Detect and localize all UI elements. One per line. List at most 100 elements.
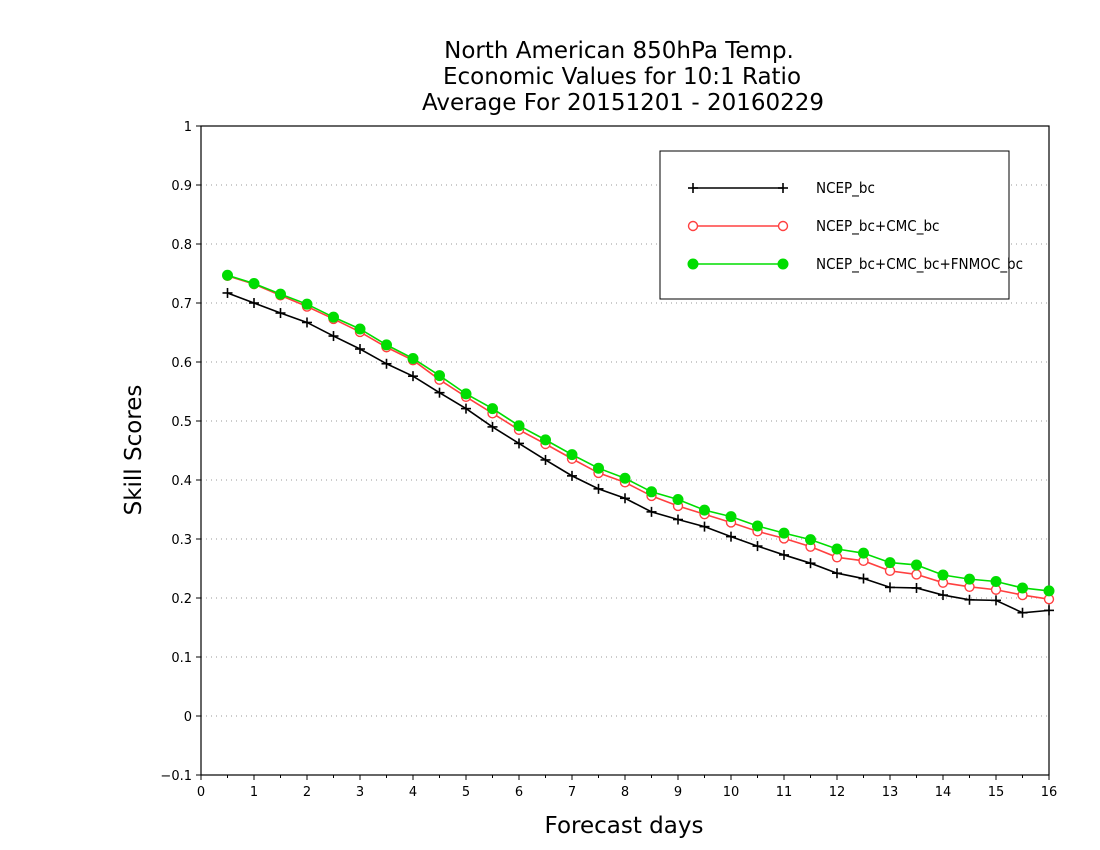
point-2-12 bbox=[540, 434, 551, 446]
point-0-27 bbox=[938, 590, 948, 601]
point-2-14 bbox=[593, 462, 604, 474]
point-2-26 bbox=[911, 559, 922, 571]
x-tick-label-3: 3 bbox=[356, 785, 364, 800]
chart-title: North American 850hPa Temp. Economic Val… bbox=[422, 38, 824, 116]
y-tick-label-9: 0.8 bbox=[171, 238, 192, 253]
y-tick-label-4: 0.3 bbox=[171, 533, 192, 548]
point-0-13 bbox=[567, 470, 577, 481]
legend-box bbox=[659, 150, 1010, 300]
y-tick-label-0: −0.1 bbox=[160, 769, 192, 784]
legend-entry-0: NCEP_bc bbox=[688, 179, 875, 198]
point-0-9 bbox=[461, 403, 471, 414]
point-2-30 bbox=[1017, 582, 1028, 594]
title-line-3: Average For 20151201 - 20160229 bbox=[422, 90, 824, 116]
point-0-26 bbox=[911, 582, 922, 593]
point-2-0 bbox=[222, 269, 233, 281]
point-2-7 bbox=[407, 352, 419, 364]
y-tick-label-5: 0.4 bbox=[171, 474, 192, 489]
x-tick-label-1: 1 bbox=[250, 785, 258, 800]
title-line-2: Economic Values for 10:1 Ratio bbox=[443, 64, 801, 90]
x-tick-label-4: 4 bbox=[409, 785, 417, 800]
point-2-6 bbox=[381, 339, 392, 351]
point-0-25 bbox=[885, 582, 895, 593]
point-2-5 bbox=[354, 323, 366, 335]
point-0-19 bbox=[726, 531, 736, 542]
y-tick-label-3: 0.2 bbox=[171, 592, 192, 607]
point-2-3 bbox=[301, 298, 313, 310]
series-line-0 bbox=[227, 292, 1050, 614]
point-2-24 bbox=[858, 547, 869, 559]
point-2-17 bbox=[672, 493, 684, 505]
point-2-31 bbox=[1043, 585, 1055, 597]
x-axis-label: Forecast days bbox=[545, 813, 704, 839]
point-0-0 bbox=[222, 287, 233, 298]
x-tick-label-13: 13 bbox=[882, 785, 899, 800]
x-tick-label-0: 0 bbox=[197, 785, 205, 800]
point-2-22 bbox=[805, 534, 816, 546]
point-2-23 bbox=[831, 543, 843, 555]
legend: NCEP_bc NCEP_bc+CMC_bc NCEP_bc+CMC_bc+FNMO… bbox=[659, 150, 1023, 300]
series-line-2 bbox=[227, 274, 1050, 592]
y-tick-label-2: 0.1 bbox=[171, 651, 192, 666]
point-2-28 bbox=[964, 573, 975, 585]
point-2-9 bbox=[460, 388, 472, 400]
point-0-5 bbox=[355, 344, 365, 355]
x-tick-label-16: 16 bbox=[1041, 785, 1058, 800]
point-2-18 bbox=[699, 504, 710, 516]
point-0-29 bbox=[991, 595, 1001, 606]
point-0-15 bbox=[620, 493, 630, 504]
point-2-13 bbox=[566, 449, 578, 461]
point-2-16 bbox=[646, 486, 657, 498]
point-0-17 bbox=[673, 514, 683, 525]
legend-entry-1: NCEP_bc+CMC_bc bbox=[687, 217, 939, 236]
legend-label-2: NCEP_bc+CMC_bc+FNMOC_bc bbox=[816, 255, 1023, 274]
y-tick-label-11: 1 bbox=[184, 120, 192, 135]
point-0-3 bbox=[302, 317, 312, 328]
x-tick-label-6: 6 bbox=[515, 785, 523, 800]
point-0-12 bbox=[540, 454, 551, 465]
y-tick-label-1: 0 bbox=[184, 710, 192, 725]
point-2-20 bbox=[752, 520, 763, 532]
x-tick-label-9: 9 bbox=[674, 785, 682, 800]
point-0-28 bbox=[964, 594, 975, 605]
title-line-1: North American 850hPa Temp. bbox=[444, 38, 794, 64]
y-tick-label-8: 0.7 bbox=[171, 297, 192, 312]
legend-label-1: NCEP_bc+CMC_bc bbox=[816, 217, 939, 236]
point-2-15 bbox=[619, 472, 631, 484]
legend-entries: NCEP_bc NCEP_bc+CMC_bc NCEP_bc+CMC_bc+FNMO… bbox=[687, 179, 1023, 274]
x-tick-label-2: 2 bbox=[303, 785, 311, 800]
x-tick-label-12: 12 bbox=[829, 785, 846, 800]
point-0-1 bbox=[249, 298, 259, 308]
y-tick-label-10: 0.9 bbox=[171, 179, 192, 194]
point-2-8 bbox=[434, 370, 445, 382]
point-2-4 bbox=[328, 311, 339, 323]
point-0-10 bbox=[487, 421, 498, 432]
point-0-8 bbox=[434, 387, 445, 398]
point-0-23 bbox=[832, 568, 842, 579]
legend-marker-right-2 bbox=[777, 258, 789, 270]
point-0-11 bbox=[514, 438, 524, 449]
legend-marker-right-0 bbox=[778, 183, 788, 193]
point-0-24 bbox=[858, 573, 869, 584]
point-0-31 bbox=[1044, 605, 1054, 616]
series-layer bbox=[222, 269, 1055, 618]
series-1 bbox=[222, 270, 1055, 605]
point-0-16 bbox=[646, 506, 657, 517]
x-tick-label-7: 7 bbox=[568, 785, 576, 800]
series-2 bbox=[222, 269, 1055, 597]
x-tick-label-15: 15 bbox=[988, 785, 1005, 800]
y-axis-label: Skill Scores bbox=[121, 385, 147, 516]
point-2-27 bbox=[937, 569, 949, 581]
point-0-21 bbox=[779, 549, 789, 560]
point-0-2 bbox=[275, 308, 286, 319]
point-2-19 bbox=[725, 511, 737, 523]
point-2-1 bbox=[248, 278, 260, 290]
point-2-21 bbox=[778, 527, 790, 539]
series-0 bbox=[222, 287, 1054, 618]
y-tick-label-6: 0.5 bbox=[171, 415, 192, 430]
point-0-6 bbox=[381, 358, 392, 369]
point-2-11 bbox=[513, 420, 525, 432]
legend-entry-2: NCEP_bc+CMC_bc+FNMOC_bc bbox=[687, 255, 1023, 274]
point-0-7 bbox=[408, 371, 418, 382]
